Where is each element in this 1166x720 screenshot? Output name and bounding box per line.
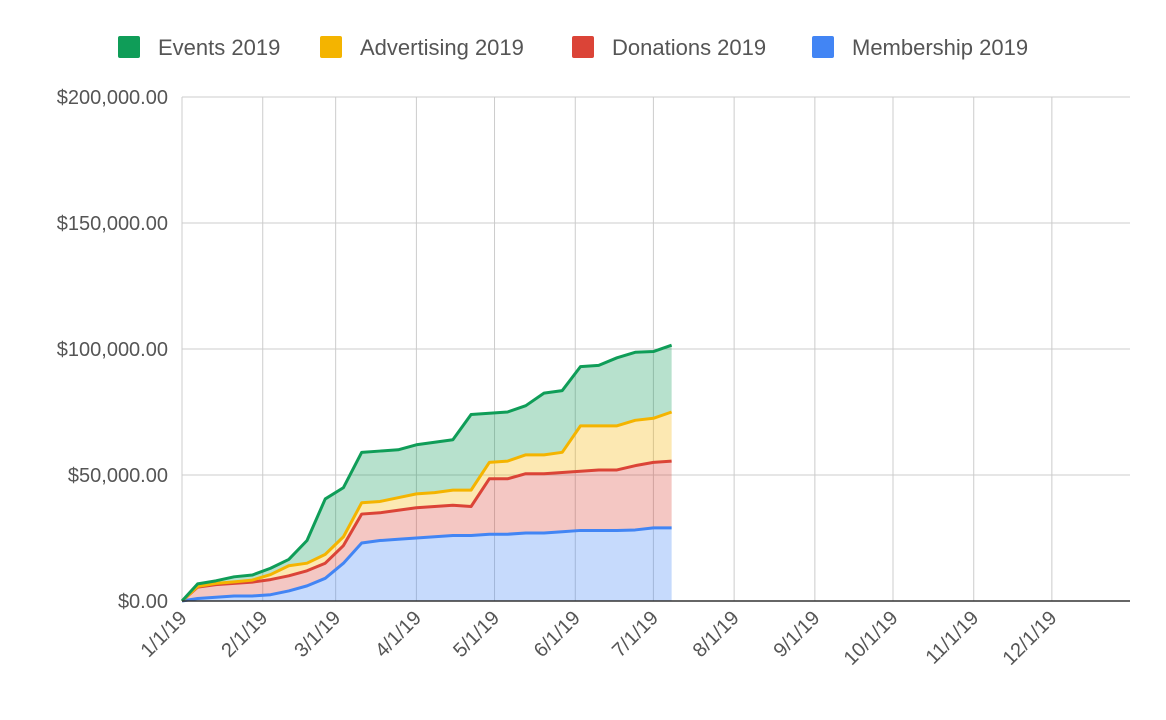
area-membership-2019 bbox=[182, 527, 672, 601]
x-tick-label: 3/1/19 bbox=[290, 607, 345, 662]
legend-item-membership-2019: Membership 2019 bbox=[812, 35, 1028, 60]
x-tick-label: 8/1/19 bbox=[689, 607, 744, 662]
x-tick-label: 4/1/19 bbox=[371, 607, 426, 662]
y-tick-label: $150,000.00 bbox=[57, 213, 168, 235]
x-tick-label: 6/1/19 bbox=[530, 607, 585, 662]
legend-label: Membership 2019 bbox=[852, 35, 1028, 60]
line-donations-2019 bbox=[181, 459, 672, 603]
line-events-2019 bbox=[180, 343, 673, 603]
area-donations-2019 bbox=[182, 461, 672, 601]
x-axis-ticks: 1/1/19 2/1/19 3/1/19 4/1/19 5/1/19 6/1/19 7/1/… bbox=[137, 607, 1062, 670]
y-tick-label: $200,000.00 bbox=[57, 87, 168, 109]
legend-item-events-2019: Events 2019 bbox=[118, 35, 280, 60]
chart-grid bbox=[181, 96, 1130, 601]
x-tick-label: 5/1/19 bbox=[449, 607, 504, 662]
x-tick-label: 12/1/19 bbox=[999, 607, 1062, 670]
chart-areas bbox=[182, 345, 672, 601]
x-tick-label: 1/1/19 bbox=[137, 607, 192, 662]
chart-lines bbox=[180, 343, 673, 603]
x-tick-label: 7/1/19 bbox=[608, 607, 663, 662]
legend-label: Donations 2019 bbox=[612, 35, 766, 60]
legend-swatch bbox=[118, 36, 140, 58]
legend-label: Advertising 2019 bbox=[360, 35, 524, 60]
x-tick-label: 10/1/19 bbox=[840, 607, 903, 670]
legend-swatch bbox=[812, 36, 834, 58]
legend-item-advertising-2019: Advertising 2019 bbox=[320, 35, 524, 60]
legend-swatch bbox=[320, 36, 342, 58]
y-tick-label: $100,000.00 bbox=[57, 339, 168, 361]
legend-swatch bbox=[572, 36, 594, 58]
y-tick-label: $50,000.00 bbox=[68, 465, 168, 487]
legend-label: Events 2019 bbox=[158, 35, 280, 60]
line-advertising-2019 bbox=[180, 410, 673, 603]
line-membership-2019 bbox=[181, 526, 672, 603]
y-tick-label: $0.00 bbox=[118, 591, 168, 613]
y-axis-ticks: $0.00 $50,000.00 $100,000.00 $150,000.00 $20… bbox=[57, 87, 168, 613]
chart-legend: Events 2019 Advertising 2019 Donations 201… bbox=[118, 35, 1028, 60]
legend-item-donations-2019: Donations 2019 bbox=[572, 35, 766, 60]
area-events-2019 bbox=[182, 345, 672, 601]
x-tick-label: 9/1/19 bbox=[770, 607, 825, 662]
x-tick-label: 2/1/19 bbox=[217, 607, 272, 662]
x-tick-label: 11/1/19 bbox=[922, 607, 984, 669]
